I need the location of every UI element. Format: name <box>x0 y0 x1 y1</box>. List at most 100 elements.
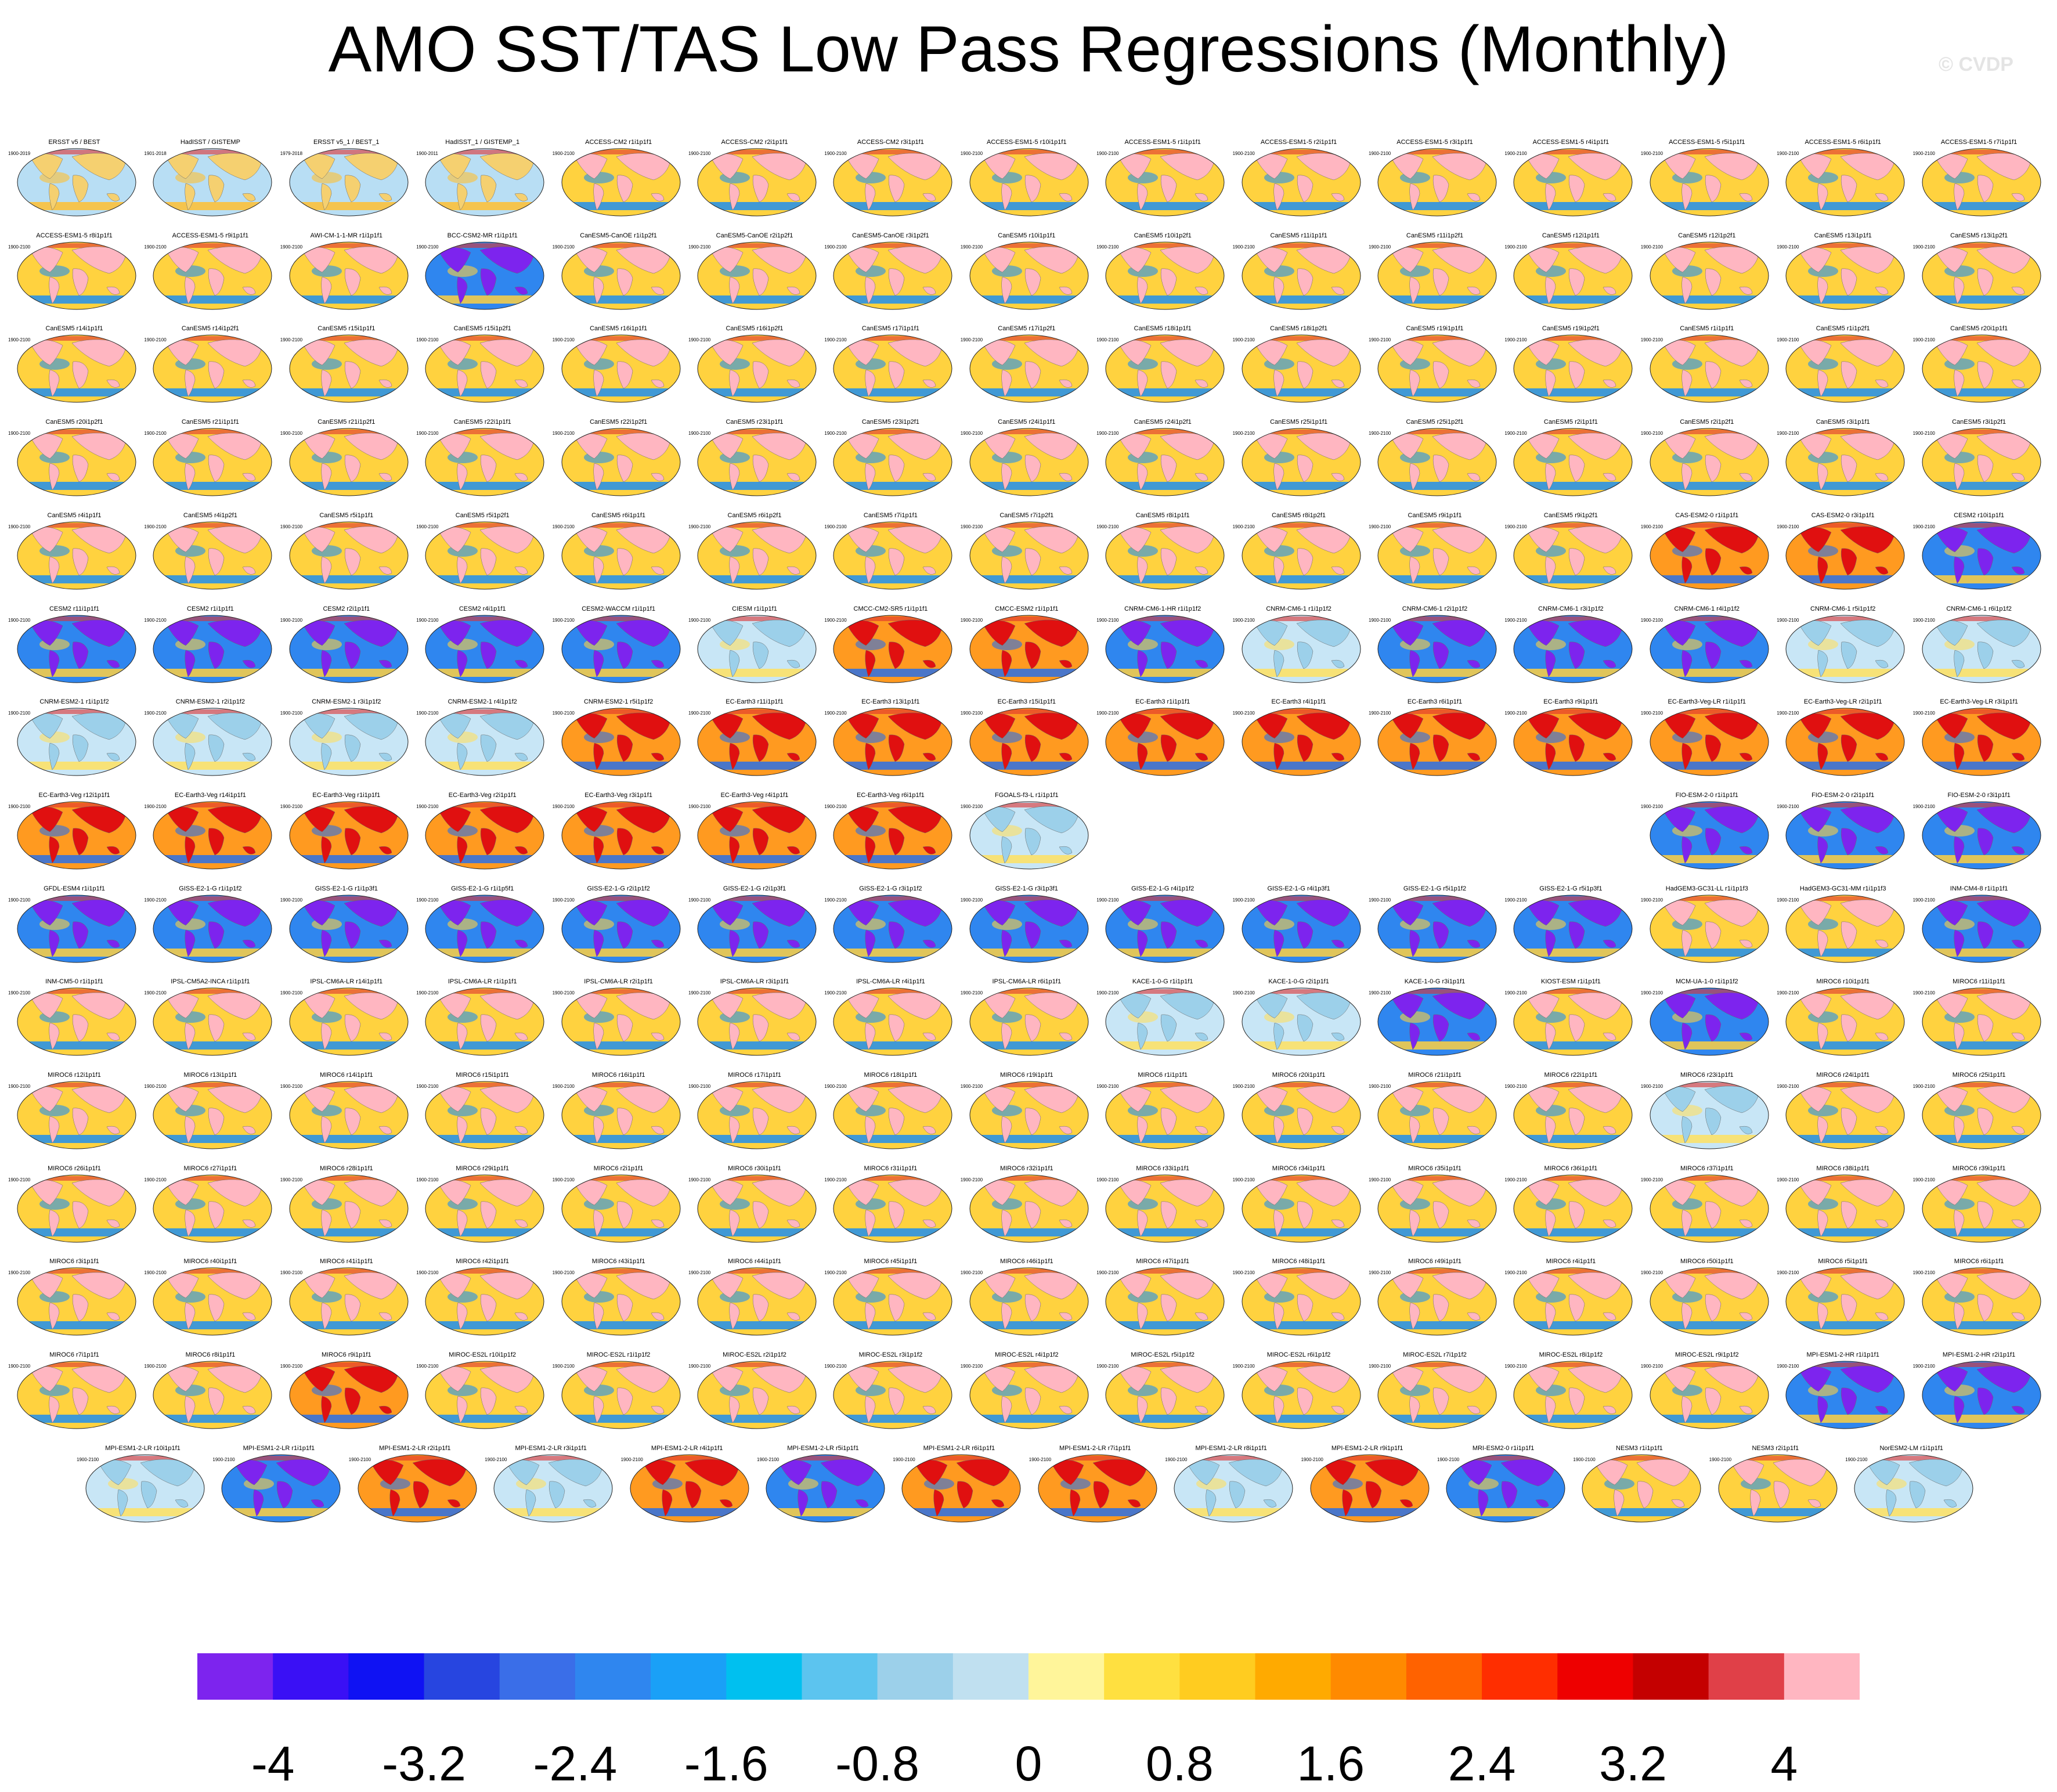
continent-shape <box>479 153 535 181</box>
arctic-band <box>289 802 408 807</box>
map-image <box>1377 987 1497 1056</box>
southern-ocean-band <box>1786 202 1905 210</box>
panel-years: 1900-2100 <box>1504 244 1527 250</box>
continent-shape <box>616 246 671 273</box>
continent-shape <box>1118 620 1152 646</box>
continent-shape <box>1297 921 1313 949</box>
continent-shape <box>1273 1396 1284 1423</box>
southern-ocean-band <box>1786 1321 1905 1330</box>
panel-years: 1900-2100 <box>824 897 847 903</box>
continent-shape <box>593 929 604 957</box>
map-image <box>153 1361 272 1429</box>
arctic-band <box>561 709 680 715</box>
continent-shape <box>1059 1126 1073 1134</box>
continent-shape <box>1024 1201 1041 1228</box>
arctic-band <box>561 616 680 621</box>
arctic-band <box>1514 430 1633 435</box>
map-panel: MIROC6 r20i1p1f1 1900-2100 <box>1233 1071 1365 1152</box>
continent-shape <box>729 1022 740 1050</box>
map-image <box>153 895 272 963</box>
map-image <box>1785 148 1905 217</box>
map-panel: MIROC6 r18i1p1f1 1900-2100 <box>824 1071 957 1152</box>
continent-shape <box>457 276 468 304</box>
continent-shape <box>1118 527 1152 553</box>
southern-ocean-band <box>1922 854 2041 863</box>
continent-shape <box>525 1489 536 1517</box>
map-panel: MIROC6 r7i1p1f1 1900-2100 <box>8 1351 140 1432</box>
continent-shape <box>1704 619 1760 647</box>
panel-title: EC-Earth3 r9i1p1f1 <box>1543 698 1598 706</box>
arctic-band <box>561 430 680 435</box>
continent-shape <box>166 247 199 272</box>
panel-title: CanESM5 r9i1p1f1 <box>1408 511 1462 519</box>
continent-shape <box>752 1387 769 1415</box>
continent-shape <box>49 370 60 397</box>
continent-shape <box>616 1294 633 1322</box>
continent-shape <box>1662 1086 1696 1112</box>
continent-shape <box>1526 993 1560 1019</box>
arctic-band <box>17 616 136 621</box>
arctic-band <box>289 243 408 248</box>
continent-shape <box>166 153 199 179</box>
panel-years: 1900-2100 <box>1504 337 1527 343</box>
map-image <box>1105 895 1225 963</box>
panel-title: MIROC-ES2L r7i1p1f2 <box>1403 1351 1467 1359</box>
arctic-band <box>153 522 272 528</box>
arctic-band <box>1650 150 1769 154</box>
continent-shape <box>710 620 744 646</box>
continent-shape <box>438 153 471 179</box>
panel-title: CanESM5 r23i1p1f1 <box>726 419 784 426</box>
map-image <box>1650 521 1769 590</box>
map-outline <box>1922 241 2041 310</box>
continent-shape <box>1603 1126 1616 1134</box>
southern-ocean-band <box>766 1508 885 1516</box>
arctic-band <box>1514 1083 1633 1087</box>
continent-shape <box>1297 1014 1313 1042</box>
continent-shape <box>1867 1459 1900 1485</box>
panel-title: MIROC-ES2L r3i1p1f2 <box>858 1351 923 1359</box>
continent-shape <box>1739 1405 1753 1414</box>
continent-shape <box>1331 659 1344 668</box>
arctic-band <box>1514 1176 1633 1181</box>
continent-shape <box>1841 455 1857 482</box>
southern-ocean-band <box>1650 762 1769 770</box>
panel-title: EC-Earth3-Veg r1i1p1f1 <box>312 791 381 799</box>
panel-years: 1900-2100 <box>552 524 575 529</box>
panel-years: 1900-2100 <box>1912 151 1935 156</box>
arctic-band <box>1378 1269 1496 1274</box>
continent-shape <box>887 619 943 647</box>
map-outline <box>1922 334 2041 403</box>
continent-shape <box>1739 1033 1753 1041</box>
panel-years: 1900-2100 <box>280 337 303 343</box>
panel-title: MIROC6 r34i1p1f1 <box>1272 1164 1326 1172</box>
continent-shape <box>889 361 905 389</box>
arctic-band <box>1378 896 1496 901</box>
map-image <box>1242 1361 1361 1429</box>
southern-ocean-band <box>561 762 680 770</box>
arctic-band <box>833 896 952 901</box>
panel-title: ACCESS-ESM1-5 r9i1p1f1 <box>172 232 249 239</box>
continent-shape <box>1137 463 1148 491</box>
arctic-band <box>1378 430 1496 435</box>
map-outline <box>153 521 272 590</box>
panel-title: MIROC6 r43i1p1f1 <box>591 1258 645 1265</box>
continent-shape <box>1001 650 1012 677</box>
map-image <box>1785 428 1905 496</box>
continent-shape <box>1194 753 1208 761</box>
panel-title: CanESM5 r8i1p2f1 <box>1272 511 1326 519</box>
continent-shape <box>71 712 127 740</box>
continent-shape <box>185 276 196 304</box>
panel-title: MPI-ESM1-2-LR r3i1p1f1 <box>515 1444 587 1452</box>
map-image <box>833 1361 952 1429</box>
continent-shape <box>865 742 876 770</box>
arctic-band <box>1922 430 2041 435</box>
continent-shape <box>2011 193 2024 201</box>
colorbar-segment <box>651 1653 727 1700</box>
map-image <box>289 895 409 963</box>
continent-shape <box>710 1086 744 1112</box>
arctic-band <box>425 150 544 154</box>
map-panel: MIROC6 r25i1p1f1 1900-2100 <box>1913 1071 2045 1152</box>
continent-shape <box>1273 742 1284 770</box>
panel-years: 1900-2100 <box>1777 337 1799 343</box>
continent-shape <box>1977 548 1993 576</box>
